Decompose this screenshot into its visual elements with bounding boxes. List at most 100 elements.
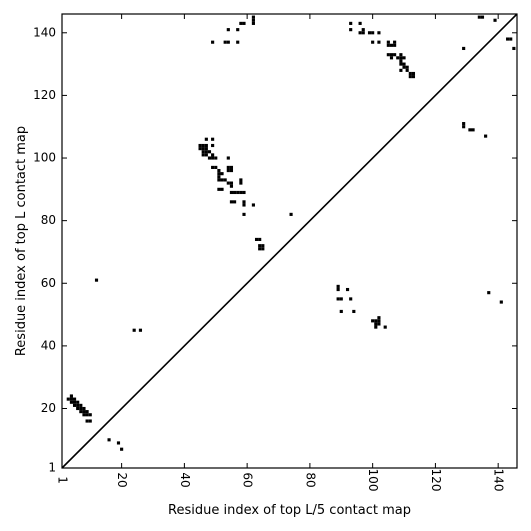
contact-cell [462, 125, 466, 129]
contact-cell [506, 37, 510, 41]
contact-cell [236, 28, 240, 32]
contact-cell [462, 46, 466, 51]
contact-cell [399, 56, 403, 60]
contact-cell [220, 172, 224, 176]
contact-cell [242, 21, 246, 25]
x-tick-label: 100 [366, 469, 380, 492]
contact-cell [512, 46, 516, 51]
contact-cell [226, 40, 230, 44]
contact-cell [229, 165, 234, 169]
contact-cell [289, 212, 293, 216]
y-tick-label: 40 [41, 338, 56, 352]
contact-cell [120, 447, 124, 451]
contact-cell [349, 28, 353, 32]
contact-cell [198, 147, 202, 151]
contact-cell [204, 147, 208, 151]
contact-cell [217, 175, 221, 179]
contact-cell [374, 322, 378, 326]
contact-cell [399, 53, 403, 57]
contact-cell [402, 65, 406, 69]
x-tick-label: 140 [492, 469, 506, 492]
contact-cell [211, 153, 215, 157]
contact-cell [487, 291, 491, 295]
contact-cell [336, 284, 340, 288]
contact-cell [220, 187, 224, 191]
contact-cell [69, 394, 73, 398]
contact-cells [66, 15, 516, 451]
contact-cell [251, 21, 255, 25]
contact-cell [217, 168, 221, 173]
contact-cell [251, 203, 255, 207]
contact-cell [383, 325, 387, 329]
plot-frame [61, 13, 518, 469]
x-tick-label: 60 [241, 472, 255, 487]
contact-cell [393, 40, 397, 44]
contact-cell [76, 403, 80, 407]
contact-cell [261, 247, 265, 251]
contact-cell [69, 400, 73, 404]
contact-cell [116, 441, 121, 445]
contact-cell [88, 419, 92, 423]
contact-cell [229, 190, 234, 195]
contact-cell [358, 31, 362, 35]
contact-cell [132, 328, 136, 332]
contact-cell [217, 187, 221, 191]
contact-cell [201, 150, 205, 154]
y-tick-label: 80 [41, 213, 56, 227]
contact-cell [405, 68, 409, 72]
contact-cell [207, 156, 212, 160]
y-tick-label: 20 [41, 401, 56, 415]
contact-cell [345, 287, 350, 292]
contact-cell [242, 200, 246, 204]
diagonal-line [61, 13, 518, 469]
contact-cell [471, 128, 475, 132]
contact-cell [226, 28, 230, 32]
contact-cell [389, 43, 394, 47]
contact-cell [371, 40, 375, 44]
contact-cell [207, 150, 212, 154]
contact-cell [371, 319, 375, 323]
contact-cell [79, 410, 83, 414]
contact-cell [251, 15, 255, 19]
contact-cell [358, 21, 362, 25]
contact-cell [371, 31, 375, 35]
contact-cell [386, 40, 390, 44]
contact-cell [377, 319, 381, 323]
contact-cell [201, 147, 205, 151]
contact-cell [229, 168, 234, 173]
contact-cell [204, 137, 208, 141]
contact-cell [336, 297, 340, 301]
contact-cell [85, 413, 89, 417]
contact-cell [389, 56, 394, 60]
contact-cell [258, 237, 262, 241]
y-tick-label: 60 [41, 276, 56, 290]
contact-cell [85, 419, 89, 423]
contact-cell [226, 156, 230, 160]
contact-cell [211, 40, 215, 44]
contact-cell [82, 410, 86, 414]
contact-cell [258, 244, 262, 248]
contact-cell [408, 75, 412, 79]
contact-cell [72, 397, 77, 401]
contact-cell [399, 59, 403, 63]
contact-cell [242, 190, 246, 195]
contact-cell [509, 37, 513, 41]
contact-cell [226, 168, 230, 173]
contact-cell [349, 21, 353, 25]
contact-cell [349, 297, 353, 301]
contact-cell [386, 43, 390, 47]
contact-cell [214, 165, 218, 169]
contact-cell [484, 134, 488, 138]
contact-cell [499, 300, 503, 304]
contact-cell [201, 143, 205, 148]
contact-cell [72, 400, 77, 404]
x-axis-label: Residue index of top L/5 contact map [168, 503, 411, 518]
contact-cell [411, 71, 416, 76]
contact-cell [239, 190, 243, 195]
contact-cell [217, 178, 221, 182]
contact-cell [261, 244, 265, 248]
contact-cell [399, 62, 403, 66]
contact-cell [85, 410, 89, 414]
contact-cell [217, 172, 221, 176]
